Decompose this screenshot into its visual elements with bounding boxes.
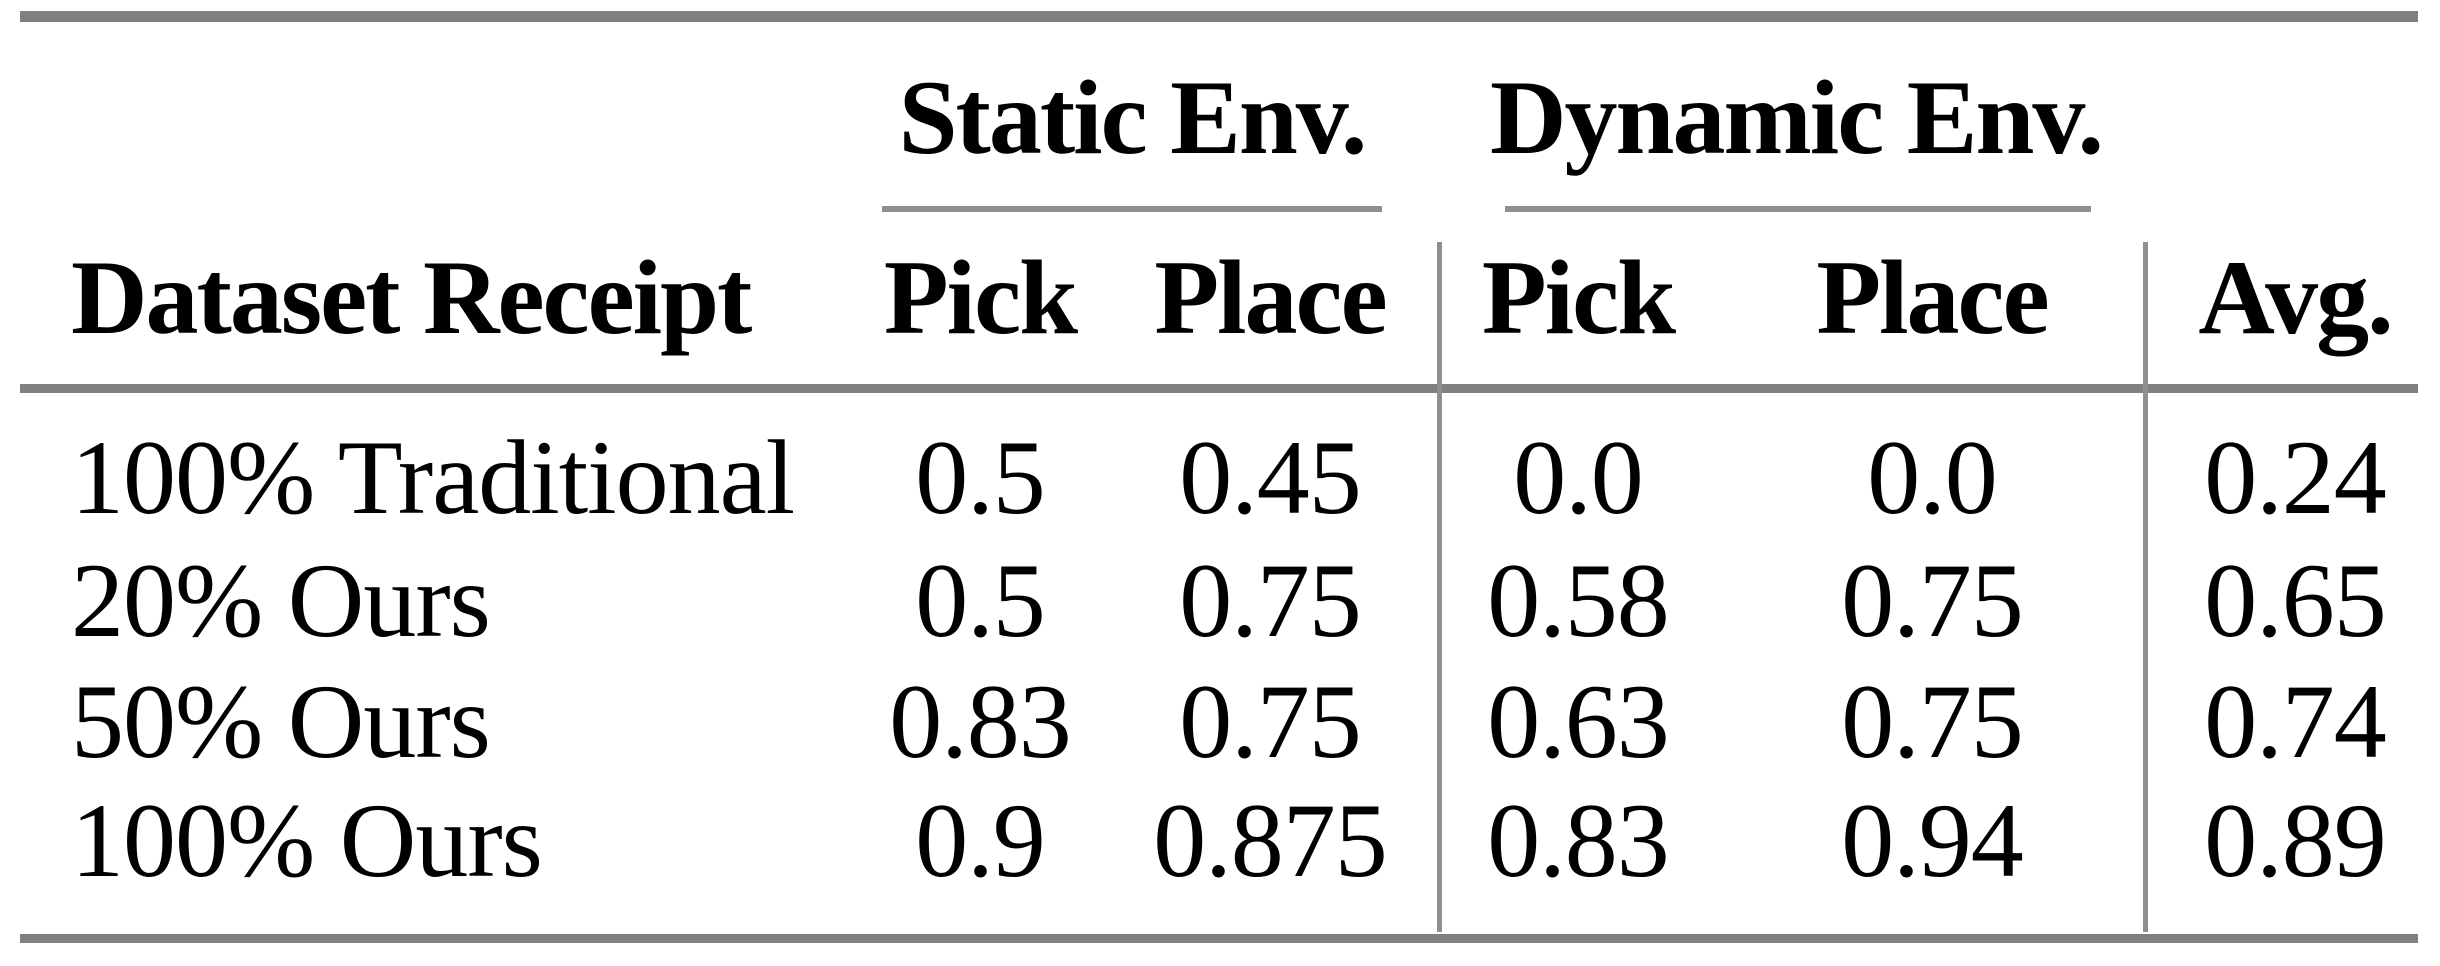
cell-avg: 0.74 bbox=[2204, 663, 2386, 780]
column-header-dataset-receipt: Dataset Receipt bbox=[71, 239, 752, 356]
cell-static-place: 0.875 bbox=[1153, 782, 1387, 899]
group-header-dynamic-env: Dynamic Env. bbox=[1489, 59, 2104, 176]
column-header-static-pick: Pick bbox=[883, 239, 1078, 356]
row-label: 50% Ours bbox=[71, 663, 491, 780]
row-label: 20% Ours bbox=[71, 542, 491, 659]
cell-dynamic-place: 0.0 bbox=[1867, 419, 1997, 536]
cell-dynamic-place: 0.94 bbox=[1841, 782, 2023, 899]
cell-dynamic-pick: 0.83 bbox=[1487, 782, 1669, 899]
cell-static-pick: 0.5 bbox=[915, 419, 1045, 536]
static-group-underline bbox=[882, 206, 1382, 212]
column-header-static-place: Place bbox=[1154, 239, 1387, 356]
cell-dynamic-place: 0.75 bbox=[1841, 663, 2023, 780]
cell-dynamic-pick: 0.63 bbox=[1487, 663, 1669, 780]
cell-avg: 0.89 bbox=[2204, 782, 2386, 899]
dynamic-avg-divider bbox=[2143, 242, 2148, 932]
cell-static-pick: 0.83 bbox=[889, 663, 1071, 780]
cell-dynamic-pick: 0.58 bbox=[1487, 542, 1669, 659]
cell-dynamic-pick: 0.0 bbox=[1513, 419, 1643, 536]
row-label: 100% Ours bbox=[71, 782, 543, 899]
static-dynamic-divider bbox=[1437, 242, 1442, 932]
bottom-rule bbox=[20, 934, 2418, 943]
column-header-avg: Avg. bbox=[2198, 239, 2393, 356]
column-header-dynamic-place: Place bbox=[1816, 239, 2049, 356]
group-header-static-env: Static Env. bbox=[898, 59, 1368, 176]
cell-static-place: 0.45 bbox=[1179, 419, 1361, 536]
cell-static-pick: 0.9 bbox=[915, 782, 1045, 899]
dynamic-group-underline bbox=[1505, 206, 2091, 212]
cell-dynamic-place: 0.75 bbox=[1841, 542, 2023, 659]
top-rule bbox=[20, 11, 2418, 22]
cell-avg: 0.65 bbox=[2204, 542, 2386, 659]
cell-static-place: 0.75 bbox=[1179, 542, 1361, 659]
header-separator-rule bbox=[20, 384, 2418, 393]
cell-static-place: 0.75 bbox=[1179, 663, 1361, 780]
column-header-dynamic-pick: Pick bbox=[1481, 239, 1676, 356]
cell-avg: 0.24 bbox=[2204, 419, 2386, 536]
row-label: 100% Traditional bbox=[71, 419, 795, 536]
cell-static-pick: 0.5 bbox=[915, 542, 1045, 659]
